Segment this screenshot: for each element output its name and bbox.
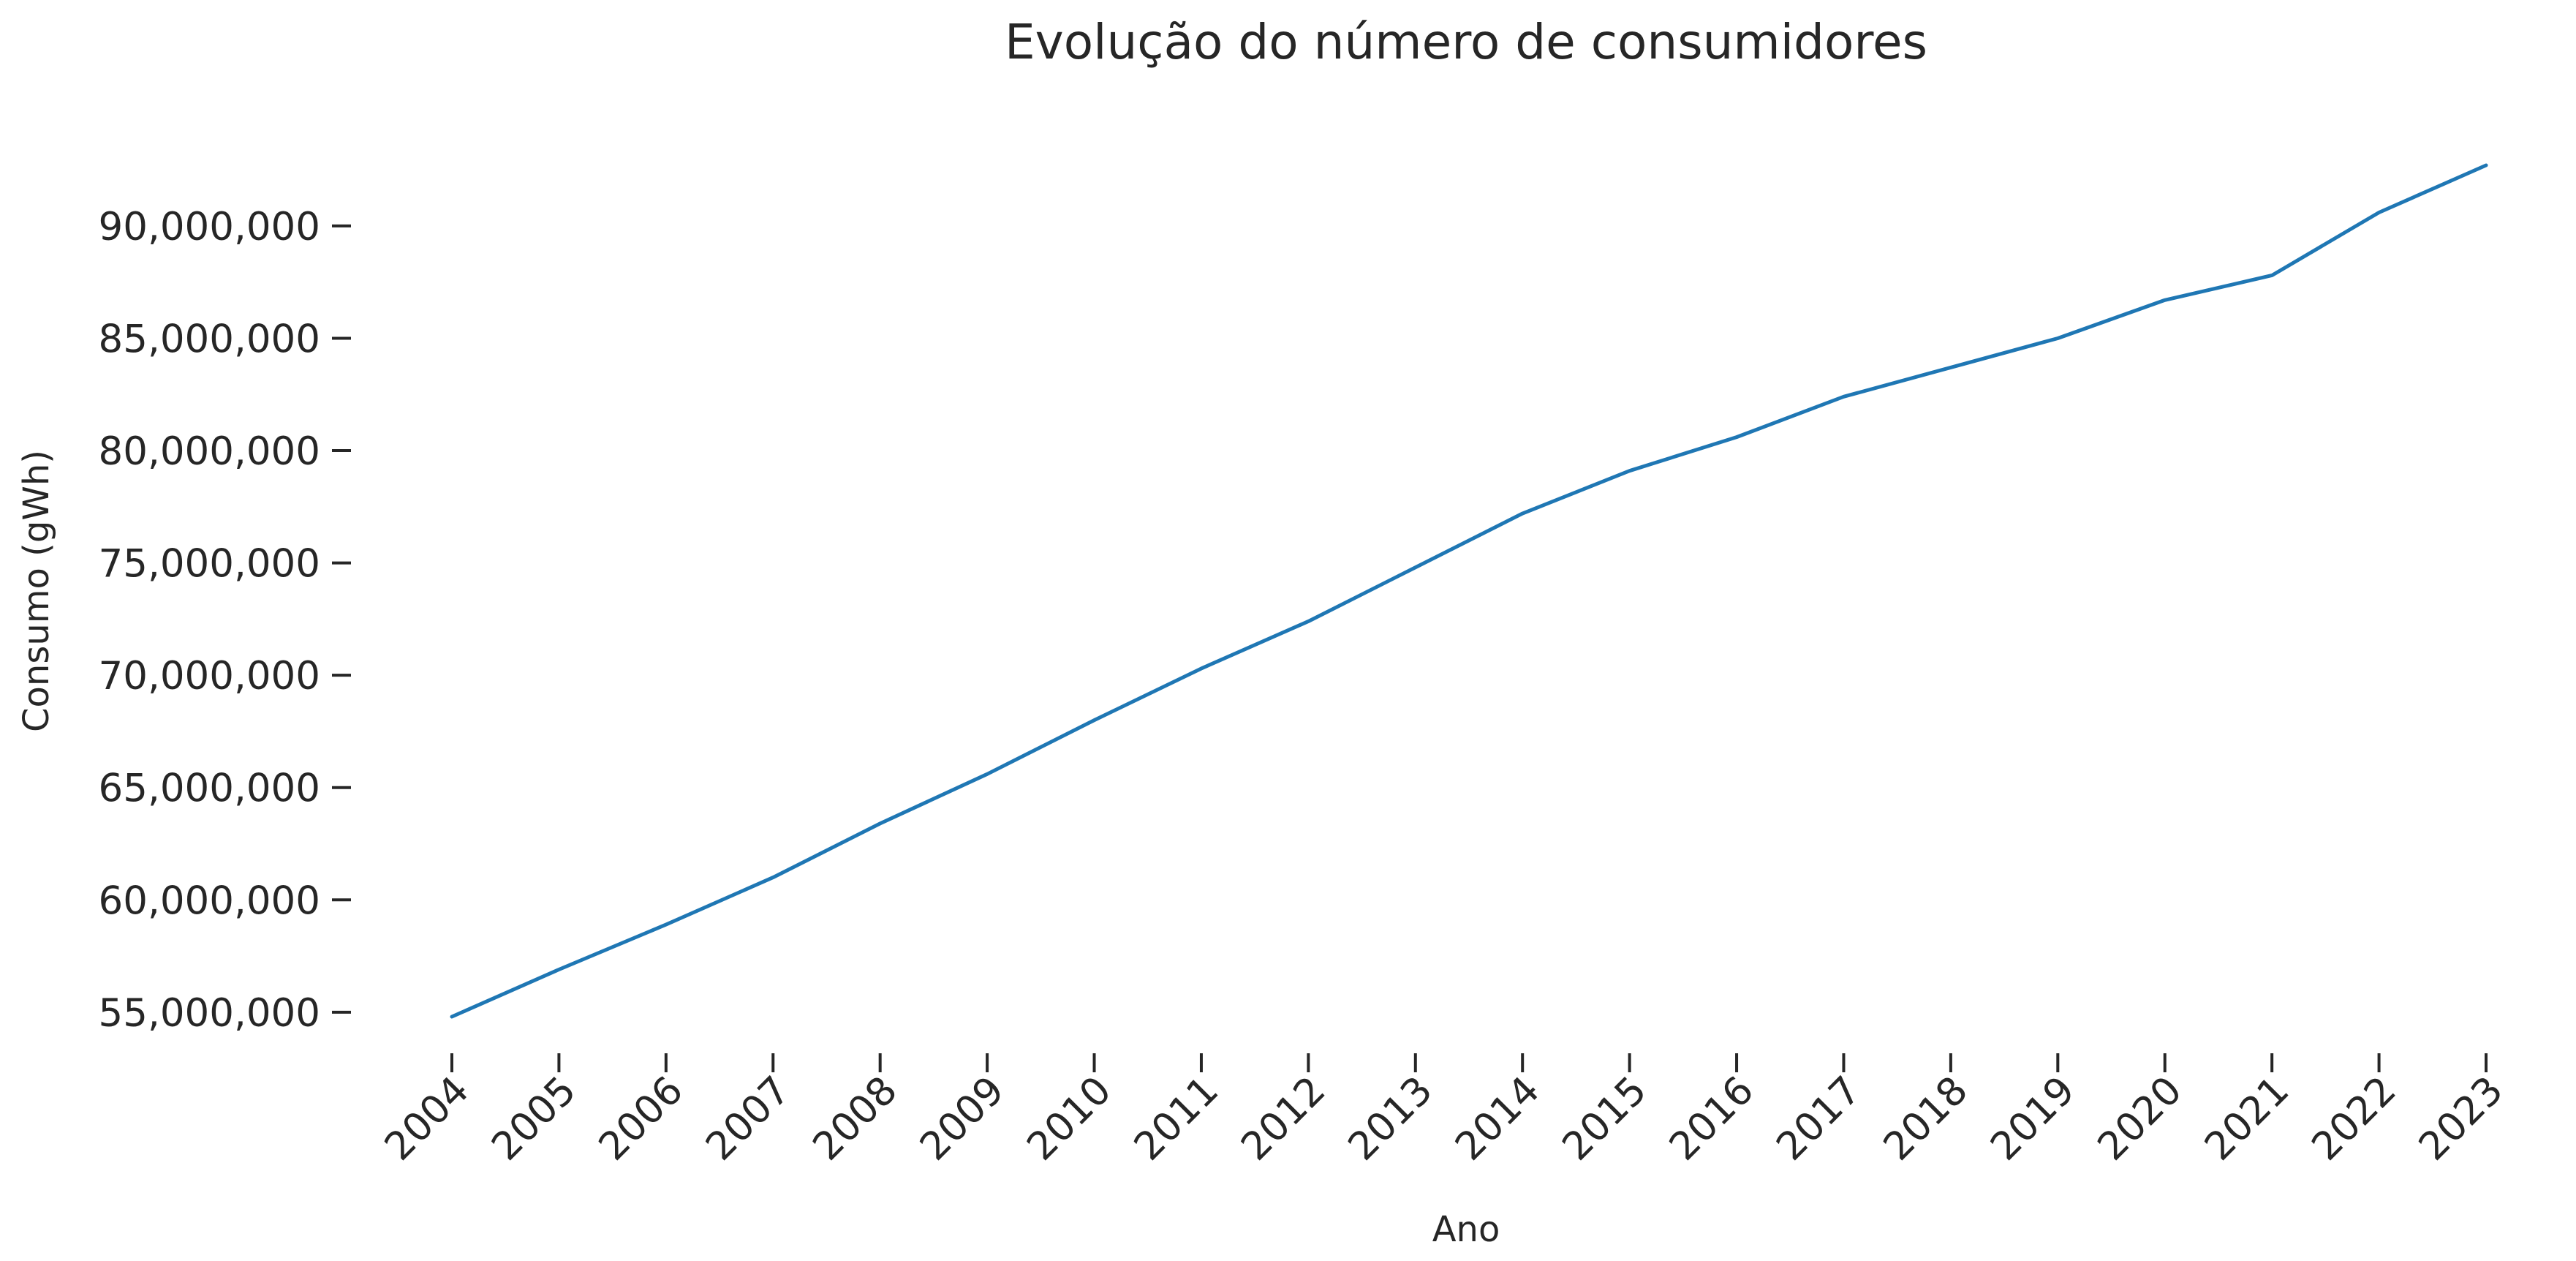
x-tick-label: 2007 bbox=[698, 1068, 799, 1170]
x-tick-label: 2008 bbox=[804, 1068, 906, 1170]
x-tick-label: 2016 bbox=[1661, 1068, 1763, 1170]
y-tick-label: 70,000,000 bbox=[99, 654, 320, 699]
series-line bbox=[450, 163, 2488, 1019]
x-tick-label: 2019 bbox=[1982, 1068, 2084, 1170]
y-tick-label: 65,000,000 bbox=[99, 767, 320, 811]
x-tick-label: 2014 bbox=[1447, 1068, 1549, 1170]
x-tick-label: 2021 bbox=[2197, 1068, 2298, 1170]
y-tick-label: 75,000,000 bbox=[99, 542, 320, 587]
plot-area bbox=[450, 163, 2488, 1019]
chart-title: Evolução do número de consumidores bbox=[1005, 14, 1927, 70]
x-tick-label: 2009 bbox=[912, 1068, 1013, 1170]
y-tick-label: 90,000,000 bbox=[99, 205, 320, 249]
x-tick-label: 2020 bbox=[2089, 1068, 2191, 1170]
x-tick-label: 2006 bbox=[591, 1068, 692, 1170]
y-axis-label: Consumo (gWh) bbox=[16, 450, 57, 732]
x-tick-label: 2011 bbox=[1126, 1068, 1228, 1170]
y-tick-label: 80,000,000 bbox=[99, 429, 320, 474]
x-axis-label: Ano bbox=[1432, 1209, 1500, 1250]
x-tick-label: 2012 bbox=[1233, 1068, 1334, 1170]
x-tick-label: 2022 bbox=[2303, 1068, 2405, 1170]
x-tick-label: 2018 bbox=[1876, 1068, 1977, 1170]
x-tick-label: 2023 bbox=[2411, 1068, 2512, 1170]
y-tick-label: 55,000,000 bbox=[99, 991, 320, 1036]
y-tick-label: 85,000,000 bbox=[99, 317, 320, 361]
x-tick-label: 2004 bbox=[377, 1068, 478, 1170]
x-tick-label: 2017 bbox=[1768, 1068, 1870, 1170]
x-axis: 2004 2005 2006 2007 2008 2009 2010 2011 2012 2013… bbox=[377, 1053, 2512, 1170]
x-tick-label: 2010 bbox=[1019, 1068, 1120, 1170]
y-axis: 55,000,000 60,000,000 65,000,000 70,000,000… bbox=[99, 205, 351, 1036]
x-tick-label: 2013 bbox=[1340, 1068, 1441, 1170]
y-tick-label: 60,000,000 bbox=[99, 878, 320, 923]
x-tick-label: 2005 bbox=[483, 1068, 585, 1170]
x-tick-label: 2015 bbox=[1554, 1068, 1655, 1170]
